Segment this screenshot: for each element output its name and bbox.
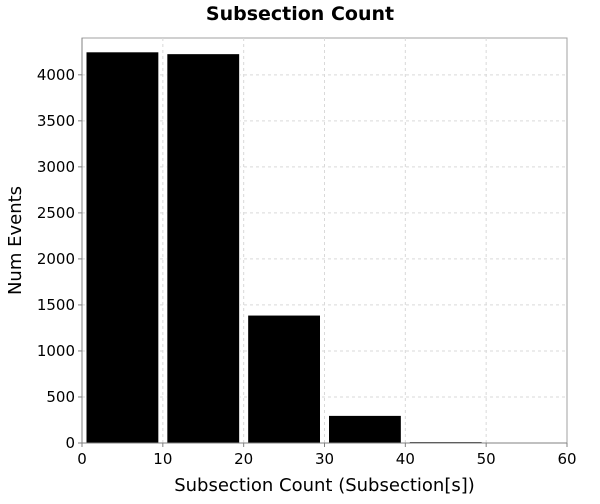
histogram-bar	[247, 314, 322, 444]
x-tick-label: 10	[153, 450, 172, 468]
x-tick-label: 30	[315, 450, 334, 468]
x-tick-label: 40	[396, 450, 415, 468]
histogram-bar	[328, 414, 402, 444]
y-tick-label: 1500	[37, 296, 75, 314]
histogram-bar	[166, 53, 241, 444]
x-axis-label: Subsection Count (Subsection[s])	[174, 475, 475, 496]
x-tick-label: 60	[557, 450, 576, 468]
y-tick-label: 0	[65, 434, 75, 452]
histogram-bar	[85, 51, 160, 444]
y-tick-label: 4000	[37, 66, 75, 84]
y-tick-label: 500	[46, 388, 75, 406]
y-tick-label: 3500	[37, 112, 75, 130]
x-tick-label: 20	[234, 450, 253, 468]
x-tick-label: 0	[77, 450, 87, 468]
axes-layer: 0 10 20 30 40 50 60 0 500 1000 1500 2000 2500 3000 350…	[37, 38, 577, 468]
y-tick-label: 2500	[37, 204, 75, 222]
y-tick-label: 1000	[37, 342, 75, 360]
x-tick-label: 50	[477, 450, 496, 468]
y-axis-label: Num Events	[5, 186, 26, 295]
chart-title: Subsection Count	[206, 3, 394, 25]
y-tick-label: 2000	[37, 250, 75, 268]
grid-layer	[82, 38, 567, 443]
bars-layer	[85, 51, 564, 444]
y-tick-label: 3000	[37, 158, 75, 176]
